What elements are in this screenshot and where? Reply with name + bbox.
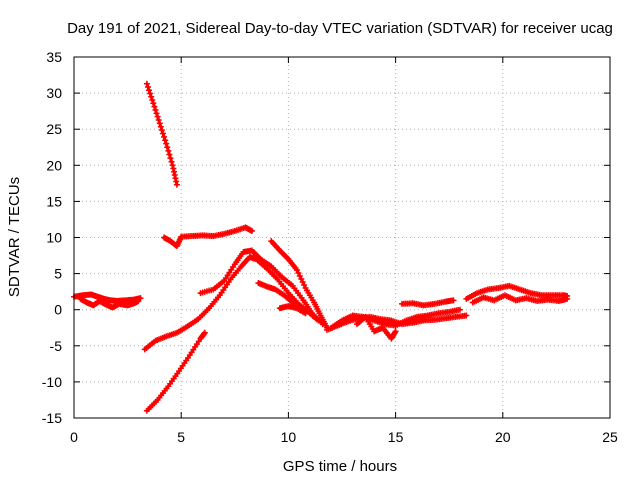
y-tick-label: 25 — [46, 121, 62, 137]
data-points — [71, 80, 571, 414]
chart-title: Day 191 of 2021, Sidereal Day-to-day VTE… — [67, 20, 613, 37]
data-point — [201, 329, 208, 336]
y-tick-label: 35 — [46, 49, 62, 65]
data-point — [167, 155, 174, 162]
data-point — [456, 306, 463, 313]
data-point — [163, 140, 170, 147]
data-point — [168, 158, 175, 165]
x-tick-label: 20 — [495, 429, 511, 445]
series-steep-post-peak — [268, 238, 330, 331]
data-point — [149, 96, 156, 103]
data-point — [302, 310, 309, 317]
data-point — [392, 328, 399, 335]
series-upper-hump — [197, 247, 326, 328]
data-point — [463, 312, 470, 319]
series-rise-from-minus-fourteen — [143, 329, 208, 414]
data-point — [564, 295, 571, 302]
data-point — [248, 228, 255, 235]
y-tick-label: 15 — [46, 193, 62, 209]
data-point — [150, 100, 157, 107]
tick-labels: 0 5 10 15 20 25 -15 -10 -5 0 5 10 15 20 25 30 35 — [42, 49, 618, 445]
series-plateau-ten — [161, 224, 255, 250]
data-point — [166, 151, 173, 158]
data-point — [165, 147, 172, 154]
axis-ticks — [73, 56, 611, 419]
data-point — [135, 298, 142, 305]
series-short-bump — [399, 297, 457, 309]
y-tick-label: 30 — [46, 85, 62, 101]
y-tick-label: 10 — [46, 230, 62, 246]
data-point — [154, 113, 161, 120]
data-point — [450, 297, 457, 304]
series-trough-segment-b — [328, 306, 463, 331]
data-point — [144, 83, 151, 90]
series-steep-descent — [143, 80, 180, 188]
data-point — [296, 273, 303, 280]
y-tick-label: -10 — [42, 374, 62, 390]
data-point — [155, 117, 162, 124]
data-point — [143, 80, 150, 87]
y-tick-label: -15 — [42, 410, 62, 426]
data-point — [153, 110, 160, 117]
grid-lines — [74, 57, 610, 418]
data-point — [158, 127, 165, 134]
data-point — [151, 103, 158, 110]
data-point — [293, 266, 300, 273]
data-point — [161, 133, 168, 140]
data-point — [295, 269, 302, 276]
y-axis-label: SDTVAR / TECUs — [6, 177, 23, 297]
data-point — [147, 90, 154, 97]
data-point — [148, 93, 155, 100]
y-tick-label: -5 — [50, 338, 63, 354]
data-point — [157, 123, 164, 130]
y-tick-label: 20 — [46, 157, 62, 173]
series-early-segment-b — [77, 295, 142, 311]
data-point — [146, 87, 153, 94]
y-tick-label: 0 — [54, 302, 62, 318]
data-point — [164, 144, 171, 151]
series-late-segment-a — [463, 282, 571, 302]
data-point — [173, 181, 180, 188]
data-point — [298, 276, 305, 283]
data-point — [299, 279, 306, 286]
series-early-segment-a — [71, 291, 144, 305]
series-late-segment-b — [469, 292, 571, 306]
x-tick-label: 15 — [388, 429, 404, 445]
x-tick-label: 10 — [281, 429, 297, 445]
x-axis-label: GPS time / hours — [283, 458, 397, 475]
x-tick-label: 25 — [602, 429, 618, 445]
data-point — [162, 137, 169, 144]
x-tick-label: 5 — [177, 429, 185, 445]
x-tick-label: 0 — [70, 429, 78, 445]
data-point — [156, 120, 163, 127]
data-point — [159, 130, 166, 137]
y-tick-label: 5 — [54, 266, 62, 282]
series-trough-cross — [354, 313, 399, 342]
data-point — [152, 106, 159, 113]
data-point — [301, 282, 308, 289]
series-small-dip — [276, 303, 309, 317]
